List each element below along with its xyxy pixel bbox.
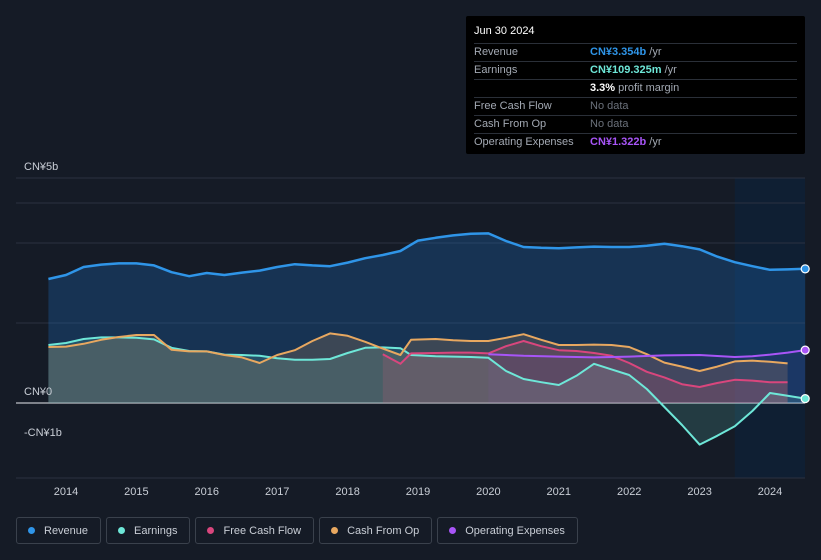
operating-expenses-area (488, 350, 806, 403)
x-tick-label: 2015 (124, 486, 148, 498)
cash-from-op-line (48, 332, 788, 372)
tooltip-date: Jun 30 2024 (474, 25, 535, 37)
legend-item-cash-from-op[interactable]: Cash From Op (319, 517, 433, 544)
tooltip-row-unit: /yr (649, 46, 662, 58)
legend-dot-icon (207, 527, 215, 534)
tooltip-row-label: Cash From Op (474, 118, 547, 130)
y-tick-label: -CN¥1b (24, 427, 62, 439)
tooltip-row-unit: /yr (649, 136, 662, 148)
operating-expenses-line (488, 349, 806, 359)
tooltip-row-value: No data (590, 100, 629, 112)
x-tick-label: 2024 (758, 486, 782, 498)
tooltip-row-unit: /yr (664, 64, 677, 76)
earnings-line (48, 336, 806, 446)
free-cash-flow-area (382, 341, 788, 403)
legend-item-earnings[interactable]: Earnings (106, 517, 191, 544)
legend-label: Free Cash Flow (223, 524, 302, 537)
chart-legend: Revenue Earnings Free Cash Flow Cash From O… (16, 517, 578, 544)
x-tick-label: 2020 (476, 486, 500, 498)
revenue-area (48, 233, 806, 403)
revenue-endpoint (800, 264, 810, 274)
tooltip-row: Free Cash Flow No data (474, 97, 797, 115)
legend-dot-icon (28, 527, 35, 534)
x-tick-label: 2014 (54, 486, 78, 498)
forecast-region (734, 178, 805, 478)
tooltip-row: Operating Expenses CN¥1.322b/yr (474, 133, 797, 151)
tooltip-panel: Jun 30 2024 Revenue CN¥3.354b/yr Earnings C… (466, 16, 805, 154)
legend-label: Cash From Op (347, 524, 420, 537)
tooltip-row-value: CN¥3.354b (590, 46, 647, 58)
tooltip-row-label: Operating Expenses (474, 136, 574, 148)
tooltip-row: Cash From Op No data (474, 115, 797, 133)
legend-item-operating-expenses[interactable]: Operating Expenses (437, 517, 578, 544)
tooltip-row-value: 3.3% (590, 82, 616, 94)
tooltip-row: Earnings CN¥109.325m/yr (474, 61, 797, 79)
x-tick-label: 2018 (335, 486, 359, 498)
tooltip-row-label: Earnings (474, 64, 518, 76)
tooltip-row-value: CN¥1.322b (590, 136, 647, 148)
free-cash-flow-line (382, 340, 788, 388)
legend-label: Revenue (44, 524, 89, 537)
tooltip-row: 3.3% profit margin (474, 79, 797, 97)
x-tick-label: 2017 (265, 486, 289, 498)
legend-label: Operating Expenses (465, 524, 565, 537)
x-tick-label: 2019 (406, 486, 430, 498)
legend-dot-icon (118, 527, 126, 534)
x-tick-label: 2022 (617, 486, 641, 498)
legend-dot-icon (449, 527, 457, 534)
tooltip-row-label (474, 80, 590, 97)
tooltip-row-unit: profit margin (618, 82, 680, 94)
revenue-line (48, 232, 806, 281)
tooltip-row-label: Free Cash Flow (474, 100, 552, 112)
tooltip-row: Revenue CN¥3.354b/yr (474, 43, 797, 61)
cash-from-op-area (48, 333, 788, 403)
tooltip-row-label: Revenue (474, 46, 519, 58)
legend-item-free-cash-flow[interactable]: Free Cash Flow (195, 517, 315, 544)
tooltip-row-value: No data (590, 118, 629, 130)
y-tick-label: CN¥5b (24, 161, 58, 173)
earnings-endpoint (800, 394, 810, 404)
earnings-area (48, 337, 806, 445)
operating-expenses-endpoint (800, 345, 810, 355)
y-tick-label: CN¥0 (24, 386, 52, 398)
tooltip-row-value: CN¥109.325m (590, 64, 662, 76)
legend-dot-icon (331, 527, 339, 534)
x-tick-label: 2021 (547, 486, 571, 498)
x-tick-label: 2023 (687, 486, 711, 498)
legend-label: Earnings (134, 524, 178, 537)
legend-item-revenue[interactable]: Revenue (16, 517, 102, 544)
x-tick-label: 2016 (195, 486, 219, 498)
